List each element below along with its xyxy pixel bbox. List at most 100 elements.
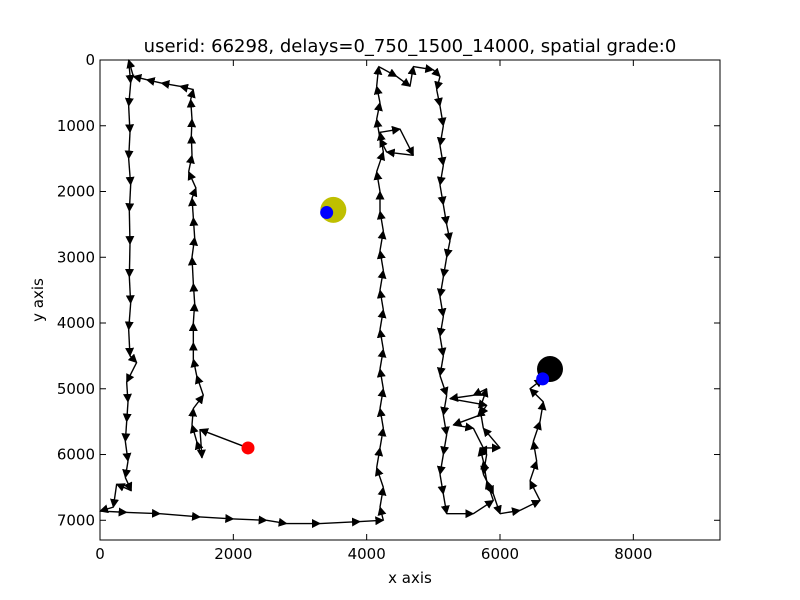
trajectory-segment [125,105,135,134]
trajectory-segment [266,517,288,527]
trajectory-segment [125,329,135,357]
trajectory-segment [376,151,386,173]
trajectory-segment [373,65,383,87]
trajectory-segment [433,89,443,108]
trajectory-segment [199,428,249,449]
trajectory-segment [480,454,490,476]
x-axis-label: x axis [388,569,432,587]
trajectory-segment [376,328,386,350]
y-tick-label: 1000 [57,117,95,135]
trajectory-segment [529,460,539,482]
trajectory-segment [436,165,446,186]
trajectory-segment [187,118,197,136]
trajectory-segment [437,184,447,206]
trajectory-segment [125,158,135,186]
y-axis-label: y axis [29,278,47,322]
trajectory-segment [376,407,386,429]
chart-title: userid: 66298, delays=0_750_1500_14000, … [144,36,677,57]
y-tick-label: 7000 [57,511,95,529]
trajectory-segment [126,362,138,384]
trajectory-segment [122,460,132,479]
trajectory-segment [443,240,453,259]
trajectory-segment [440,204,450,226]
trajectory-segment [123,477,133,492]
trajectory-segment [145,77,162,86]
trajectory-segment [385,148,414,158]
trajectory-segment [379,125,401,135]
trajectory-segment [440,434,450,456]
trajectory-segment [132,73,147,83]
trajectory-segment [125,59,135,85]
trajectory-segment [179,83,194,93]
trajectory-segment [377,506,387,521]
trajectory-segment [530,440,540,462]
trajectory-segment [99,507,128,517]
trajectory-segment [359,516,385,526]
y-tick-label: 0 [85,51,95,69]
trajectory-segment [437,145,447,167]
trajectory-segment [99,504,114,514]
trajectory-segment [188,197,198,218]
trajectory-segment [472,499,495,515]
trajectory-segment [499,507,521,517]
trajectory-segment [436,316,446,338]
trajectory-segment [373,85,383,103]
trajectory-segment [194,440,204,459]
x-tick-label: 6000 [481,545,519,563]
trajectory-segment [443,224,453,242]
trajectory-segment [125,184,135,213]
trajectory-segment [439,375,449,397]
trajectory-segment [373,118,383,140]
marker-group [241,196,563,455]
trajectory-segment [376,368,386,389]
trajectory-segment [159,511,201,521]
y-tick-label: 3000 [57,248,95,266]
trajectory-segment [124,132,134,160]
trajectory-segment [190,358,200,376]
trajectory-segment [189,302,199,324]
trajectory-segment [529,479,541,501]
trajectory-segment [189,282,199,304]
plot-area [99,59,721,541]
trajectory-segment [436,355,446,377]
x-tick-label: 8000 [614,545,652,563]
plot-frame [99,59,721,541]
y-tick-label: 6000 [57,446,95,464]
trajectory-segment [472,427,488,456]
trajectory-segment [479,404,489,416]
trajectory-segment [186,98,196,120]
y-tick-label: 2000 [57,183,95,201]
trajectory-segment [188,187,198,199]
trajectory-segment [437,336,447,357]
trajectory-segment [374,446,384,468]
trajectory-segment [189,216,199,238]
trajectory-segment [189,423,199,442]
trajectory-segment [376,289,386,310]
scatter-point [241,441,255,455]
trajectory-segment [377,486,387,508]
trajectory-segment [115,483,132,492]
trajectory-segment [377,308,387,330]
trajectory-segment [377,269,387,291]
trajectory-segment [452,414,481,427]
y-axis: 0 1000 2000 3000 4000 5000 6000 7000 [57,51,720,529]
trajectory-segment [185,154,195,172]
x-tick-label: 4000 [348,545,386,563]
trajectory-segment [377,229,387,251]
trajectory-segment [436,454,446,476]
trajectory-segment [199,513,235,523]
scatter-point [320,206,334,220]
trajectory-segment [437,105,447,127]
trajectory-segment [377,348,387,370]
trajectory-segment [519,499,541,512]
trajectory-segment [192,394,204,409]
trajectory-group [99,59,551,529]
trajectory-segment [319,517,361,527]
trajectory-segment [378,65,398,78]
trajectory-segment [233,515,268,525]
trajectory-segment [449,397,488,409]
trajectory-segment [440,414,450,436]
trajectory-segment [434,76,443,91]
trajectory-segment [377,387,387,409]
